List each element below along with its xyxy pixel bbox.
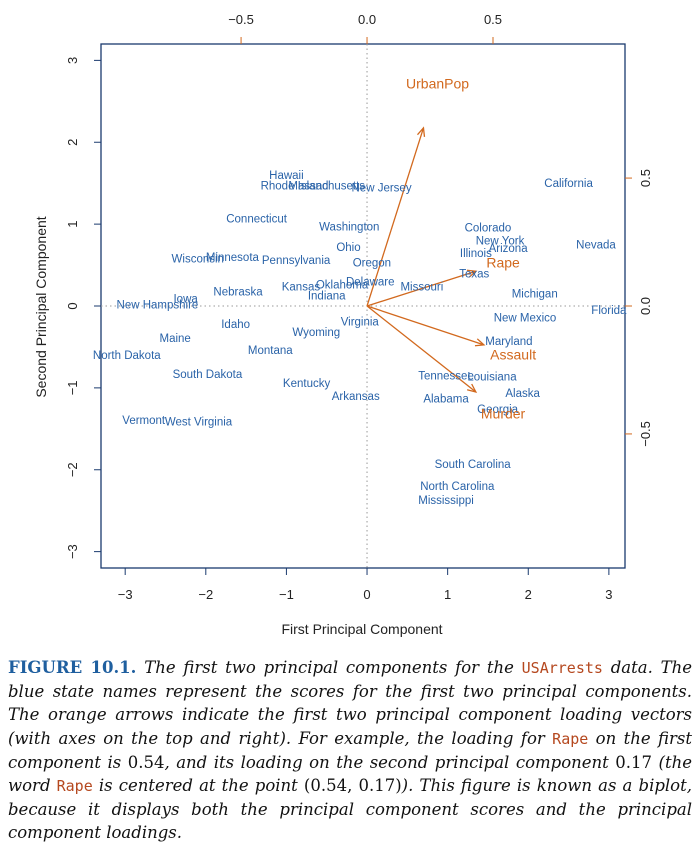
state-label: Colorado — [465, 222, 512, 234]
x-tick-label: −1 — [279, 587, 294, 602]
state-label: Delaware — [346, 276, 395, 288]
state-label: Virginia — [341, 317, 380, 329]
loading-label-assault: Assault — [490, 347, 536, 363]
loading-label-rape: Rape — [486, 255, 520, 271]
y-tick-label: 3 — [65, 57, 80, 64]
state-label: Illinois — [460, 248, 492, 260]
x-tick-label: 3 — [605, 587, 612, 602]
state-label: Wyoming — [292, 327, 340, 339]
state-label: Tennessee — [418, 371, 474, 383]
state-label: Michigan — [512, 289, 558, 301]
state-label: South Dakota — [173, 369, 243, 381]
right-tick-label: 0.0 — [638, 297, 653, 315]
x-tick-label: 1 — [444, 587, 451, 602]
top-tick-label: −0.5 — [228, 12, 254, 27]
state-label: Louisiana — [467, 371, 517, 383]
x-tick-label: −3 — [118, 587, 133, 602]
state-label: Texas — [459, 268, 489, 280]
state-label: Nebraska — [213, 286, 263, 298]
state-label: Mississippi — [418, 495, 474, 507]
top-tick-label: 0.0 — [358, 12, 376, 27]
right-tick-label: 0.5 — [638, 169, 653, 187]
state-label: Massachusetts — [288, 181, 365, 193]
state-label: West Virginia — [165, 416, 233, 428]
loading-arrowhead — [466, 383, 478, 393]
state-label: South Carolina — [435, 459, 512, 471]
biplot-chart: −3 −2 −1 0 1 2 3 −3 −2 −1 0 1 2 3 −0.5 0.0 0.5 −0.5 0.0 0.5… — [33, 12, 653, 637]
loading-arrowhead — [416, 126, 426, 137]
state-label: Maryland — [485, 336, 532, 348]
loading-arrowhead — [474, 338, 486, 347]
x-tick-label: 0 — [363, 587, 370, 602]
state-label: California — [544, 178, 593, 190]
state-label: North Carolina — [420, 481, 495, 493]
state-label: New Jersey — [352, 182, 412, 194]
y-tick-label: 1 — [65, 221, 80, 228]
state-label: North Dakota — [93, 350, 161, 362]
loading-arrow-urbanpop — [366, 127, 425, 307]
loading-arrow-rape — [366, 270, 477, 307]
y-tick-label: −3 — [65, 544, 80, 559]
state-label: Maine — [160, 333, 191, 345]
state-label: Minnesota — [206, 252, 260, 264]
y-tick-label: 0 — [65, 302, 80, 309]
x-tick-label: 2 — [525, 587, 532, 602]
state-label: Idaho — [221, 319, 250, 331]
loading-arrow-murder — [366, 305, 477, 393]
state-label: Georgia — [477, 404, 519, 416]
state-label: Iowa — [173, 294, 198, 306]
state-label: Washington — [319, 222, 379, 234]
state-label: Pennsylvania — [262, 255, 331, 267]
state-label: Ohio — [336, 242, 360, 254]
state-label: New Mexico — [494, 312, 557, 324]
state-label: Arizona — [489, 243, 529, 255]
code-usarrests: USArrests — [521, 659, 603, 677]
state-label: Alaska — [505, 388, 540, 400]
state-label: New Hampshire — [117, 299, 199, 311]
code-rape: Rape — [552, 729, 589, 748]
figure-caption: FIGURE 10.1. The first two principal com… — [8, 658, 693, 843]
state-label: Rhode Island — [261, 181, 329, 193]
state-label: Florida — [591, 305, 627, 317]
state-label: Arkansas — [332, 391, 380, 403]
code-rape-2: Rape — [56, 777, 93, 796]
state-label: Oregon — [353, 258, 391, 270]
loading-label-urbanpop: UrbanPop — [406, 75, 469, 91]
state-label: Nevada — [576, 240, 616, 252]
state-label: Kentucky — [283, 378, 331, 390]
state-label: Wisconsin — [172, 254, 224, 266]
loading-label-murder: Murder — [481, 405, 526, 421]
x-tick-label: −2 — [198, 587, 213, 602]
state-label: Alabama — [423, 394, 469, 406]
state-label: Oklahoma — [316, 280, 369, 292]
top-tick-label: 0.5 — [484, 12, 502, 27]
state-label: New York — [476, 236, 525, 248]
y-tick-label: −1 — [65, 380, 80, 395]
state-label: Kansas — [282, 281, 321, 293]
figure-label: FIGURE 10.1. — [8, 658, 137, 677]
x-axis-label: First Principal Component — [281, 621, 442, 637]
y-tick-label: −2 — [65, 462, 80, 477]
loading-arrowhead — [466, 269, 478, 278]
state-label: Montana — [248, 345, 293, 357]
right-tick-label: −0.5 — [638, 421, 653, 447]
state-label: Hawaii — [269, 170, 304, 182]
state-label: Connecticut — [226, 213, 288, 225]
state-label: Missouri — [400, 281, 443, 293]
y-axis-label: Second Principal Component — [33, 216, 49, 397]
y-tick-label: 2 — [65, 139, 80, 146]
state-label: Indiana — [308, 290, 346, 302]
loading-arrow-assault — [366, 305, 485, 346]
state-label: Vermont — [122, 415, 166, 427]
